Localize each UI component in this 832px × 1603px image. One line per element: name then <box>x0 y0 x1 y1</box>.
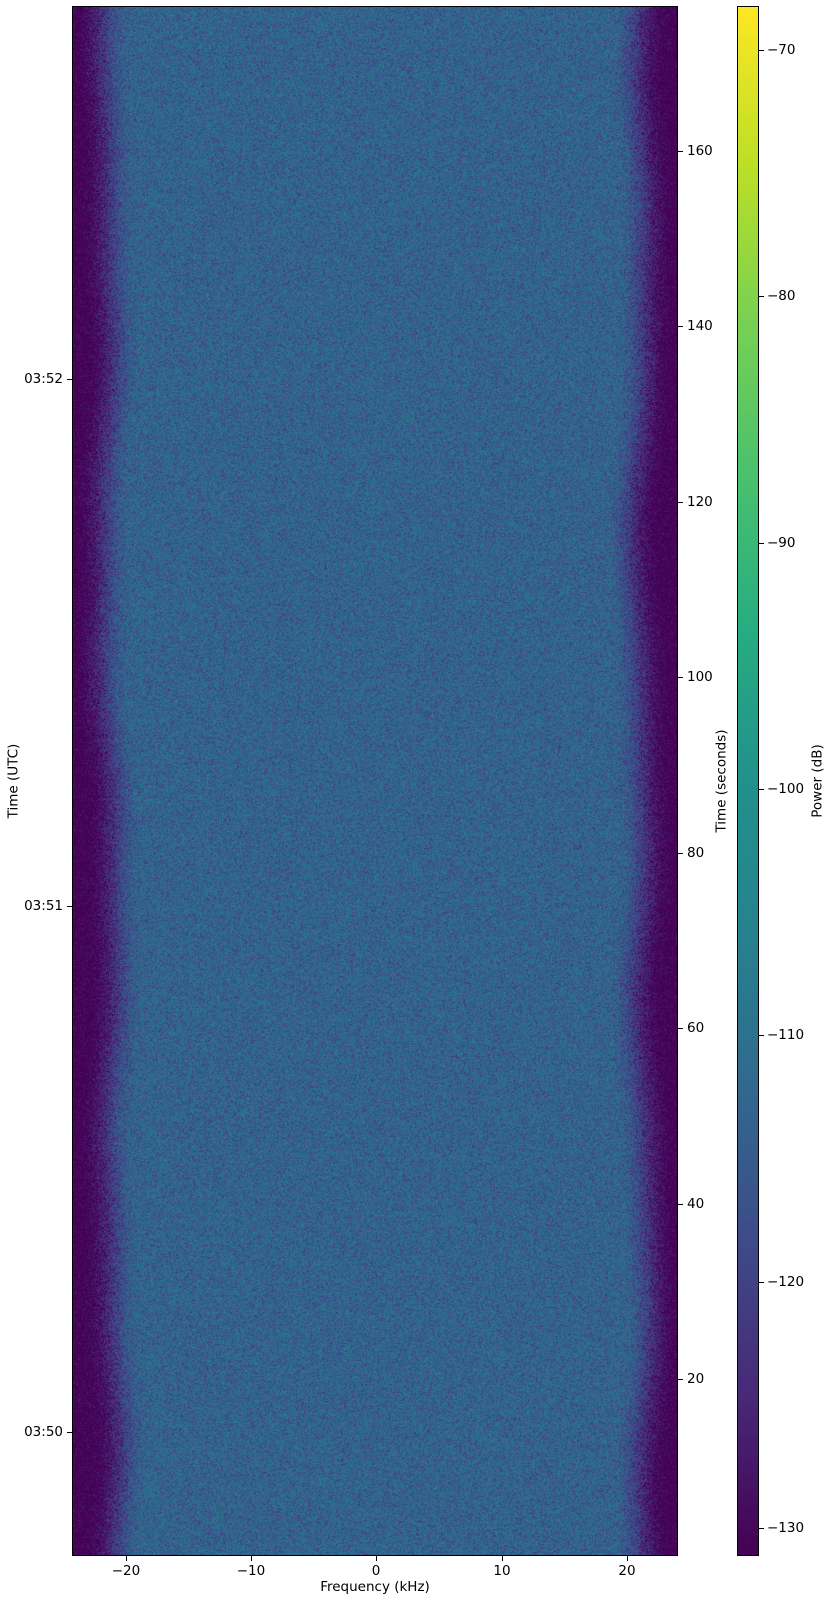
utc-axis-tick <box>67 379 72 380</box>
colorbar-tick-label: −90 <box>767 535 796 551</box>
seconds-axis-tick <box>678 1204 683 1205</box>
x-axis-tick <box>502 1556 503 1561</box>
x-axis-tick-label: −10 <box>236 1563 266 1579</box>
seconds-axis-tick-label: 60 <box>687 1020 705 1036</box>
colorbar-tick-label: −70 <box>767 42 796 58</box>
seconds-axis-tick-label: 140 <box>687 318 713 334</box>
seconds-axis-tick <box>678 1028 683 1029</box>
x-axis-tick <box>376 1556 377 1561</box>
x-axis-tick <box>627 1556 628 1561</box>
seconds-axis-tick-label: 120 <box>687 494 713 510</box>
spectrogram-heatmap <box>73 7 677 1555</box>
x-axis-tick-label: −20 <box>111 1563 141 1579</box>
colorbar-gradient <box>738 7 758 1555</box>
utc-axis-tick-label: 03:50 <box>24 1424 63 1440</box>
colorbar-tick <box>759 1035 764 1036</box>
colorbar-tick <box>759 543 764 544</box>
seconds-axis-tick-label: 100 <box>687 669 713 685</box>
x-axis-tick <box>251 1556 252 1561</box>
seconds-axis-tick <box>678 502 683 503</box>
colorbar-tick <box>759 1528 764 1529</box>
colorbar-tick <box>759 296 764 297</box>
seconds-axis-tick-label: 40 <box>687 1196 705 1212</box>
seconds-axis-tick <box>678 853 683 854</box>
x-axis-tick <box>126 1556 127 1561</box>
utc-axis-tick <box>67 906 72 907</box>
colorbar-tick <box>759 789 764 790</box>
seconds-axis-tick <box>678 677 683 678</box>
plot-area <box>72 6 678 1556</box>
seconds-axis-tick <box>678 326 683 327</box>
colorbar-tick-label: −130 <box>767 1520 805 1536</box>
seconds-axis-tick-label: 20 <box>687 1371 705 1387</box>
x-axis-tick-label: 10 <box>493 1563 511 1579</box>
seconds-axis-tick <box>678 1379 683 1380</box>
seconds-axis-tick <box>678 151 683 152</box>
utc-axis-tick <box>67 1432 72 1433</box>
colorbar-tick-label: −110 <box>767 1027 805 1043</box>
seconds-axis-tick-label: 80 <box>687 845 705 861</box>
x-axis-tick-label: 20 <box>618 1563 636 1579</box>
colorbar-tick-label: −100 <box>767 781 805 797</box>
utc-axis-tick-label: 03:51 <box>24 898 63 914</box>
colorbar-tick-label: −120 <box>767 1274 805 1290</box>
right-y-axis-title: Time (seconds) <box>713 729 730 833</box>
colorbar <box>737 6 759 1556</box>
colorbar-tick <box>759 1282 764 1283</box>
seconds-axis-tick-label: 160 <box>687 143 713 159</box>
colorbar-tick <box>759 50 764 51</box>
colorbar-title: Power (dB) <box>809 744 826 818</box>
x-axis-tick-label: 0 <box>371 1563 381 1579</box>
left-y-axis-title: Time (UTC) <box>5 743 22 819</box>
utc-axis-tick-label: 03:52 <box>24 371 63 387</box>
x-axis-title: Frequency (kHz) <box>320 1579 430 1595</box>
colorbar-tick-label: −80 <box>767 288 796 304</box>
